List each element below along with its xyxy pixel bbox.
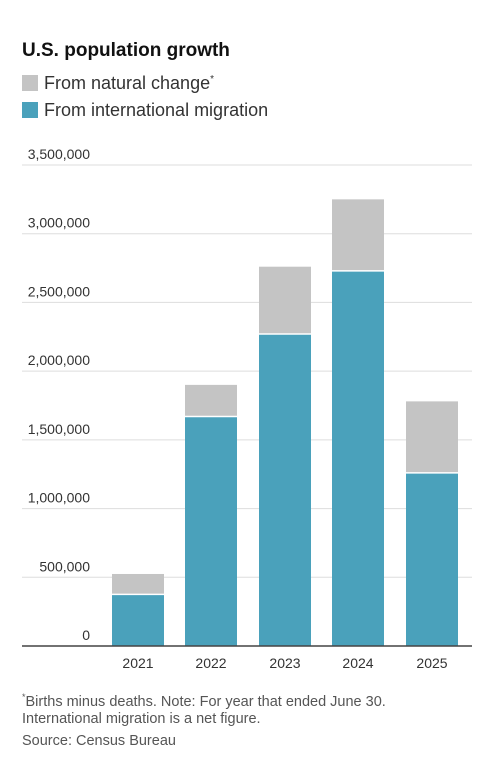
stacked-bar-chart: 0 500,000 1,000,000 1,500,000 2,000,000 2,500… xyxy=(22,146,472,671)
bar-natural-change xyxy=(259,266,311,335)
legend-item-international-migration: From international migration xyxy=(22,99,268,121)
bar-natural-change xyxy=(185,384,237,417)
footnote-source: Source: Census Bureau xyxy=(22,733,176,749)
legend-label-international-migration: From international migration xyxy=(44,99,269,120)
y-tick-label: 0 xyxy=(82,627,90,643)
legend-swatch-international-migration xyxy=(22,102,38,118)
bar-international-migration xyxy=(185,416,237,646)
x-tick-label: 2025 xyxy=(416,655,447,671)
y-tick-label: 1,500,000 xyxy=(28,421,90,437)
bar-natural-change xyxy=(406,401,458,473)
bar-natural-change xyxy=(112,573,164,595)
chart-title: U.S. population growth xyxy=(22,40,230,61)
y-tick-label: 2,000,000 xyxy=(28,352,90,368)
bar-international-migration xyxy=(112,594,164,646)
legend-swatch-natural-change xyxy=(22,75,38,91)
y-tick-label: 2,500,000 xyxy=(28,283,90,299)
y-tick-label: 500,000 xyxy=(39,558,90,574)
bar-international-migration xyxy=(406,472,458,646)
y-tick-label: 3,500,000 xyxy=(28,146,90,162)
footnote-note: International migration is a net figure. xyxy=(22,711,261,727)
bar-international-migration xyxy=(259,334,311,646)
legend-label-natural-change: From natural change* xyxy=(44,72,214,93)
legend-item-natural-change: From natural change* xyxy=(22,72,214,94)
footnote-definition: *Births minus deaths. Note: For year tha… xyxy=(22,692,386,710)
bar-international-migration xyxy=(332,270,384,646)
x-tick-label: 2021 xyxy=(122,655,153,671)
y-tick-label: 3,000,000 xyxy=(28,215,90,231)
x-tick-label: 2024 xyxy=(342,655,373,671)
x-tick-label: 2023 xyxy=(269,655,300,671)
bar-natural-change xyxy=(332,199,384,271)
y-tick-label: 1,000,000 xyxy=(28,490,90,506)
x-tick-label: 2022 xyxy=(195,655,226,671)
